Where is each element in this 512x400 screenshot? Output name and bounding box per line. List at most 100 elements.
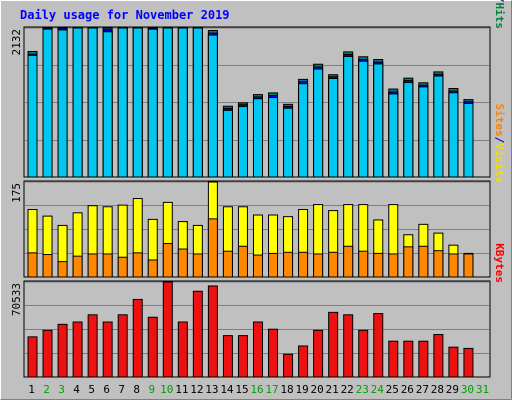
x-tick-label-18: 18 (280, 383, 293, 396)
x-tick-label-3: 3 (58, 383, 65, 396)
bar-kbytes-kbytes-15 (237, 335, 248, 378)
bar-kbytes-kbytes-23 (358, 329, 369, 378)
legend-item-visits-0: Sites (493, 104, 506, 137)
x-tick-label-12: 12 (190, 383, 203, 396)
bar-kbytes-kbytes-5 (87, 314, 98, 378)
bar-hits-pages-23 (358, 60, 369, 178)
bar-hits-pages-24 (373, 63, 384, 178)
bar-hits-pages-6 (102, 31, 113, 178)
bar-visits-sites-16 (252, 254, 263, 278)
x-tick-label-4: 4 (73, 383, 80, 396)
bar-hits-pages-29 (448, 92, 459, 178)
bar-kbytes-kbytes-26 (403, 340, 414, 378)
legend-item-visits-2: Visits (493, 143, 506, 183)
bar-visits-sites-7 (117, 256, 128, 278)
bar-kbytes-kbytes-17 (268, 328, 279, 378)
bar-hits-pages-1 (27, 54, 38, 178)
bar-visits-sites-14 (222, 250, 233, 278)
bar-hits-pages-30 (463, 102, 474, 178)
bar-hits-pages-12 (192, 27, 203, 178)
bar-visits-sites-24 (373, 252, 384, 278)
bar-kbytes-kbytes-11 (177, 321, 188, 378)
bar-hits-pages-16 (252, 98, 263, 178)
legend-visits: Sites/Visits (493, 104, 506, 184)
bar-kbytes-kbytes-2 (42, 329, 53, 378)
legend-kbytes: KBytes (493, 243, 506, 283)
bar-hits-pages-3 (57, 29, 68, 178)
bar-kbytes-kbytes-12 (192, 290, 203, 378)
x-tick-label-22: 22 (341, 383, 354, 396)
bar-hits-pages-28 (433, 75, 444, 178)
bar-kbytes-kbytes-3 (57, 323, 68, 378)
x-tick-label-7: 7 (118, 383, 125, 396)
bar-kbytes-kbytes-22 (343, 314, 354, 378)
bar-visits-sites-15 (237, 245, 248, 278)
x-tick-label-11: 11 (175, 383, 188, 396)
bar-visits-sites-9 (147, 259, 158, 278)
bar-hits-pages-21 (328, 78, 339, 178)
bar-kbytes-kbytes-1 (27, 336, 38, 378)
bar-kbytes-kbytes-29 (448, 346, 459, 378)
bar-visits-sites-22 (343, 245, 354, 278)
bar-visits-sites-21 (328, 251, 339, 278)
bar-kbytes-kbytes-28 (433, 334, 444, 378)
bar-kbytes-kbytes-4 (72, 321, 83, 378)
bar-visits-sites-17 (268, 252, 279, 278)
bar-hits-pages-4 (72, 27, 83, 178)
bar-visits-sites-1 (27, 252, 38, 278)
bar-hits-pages-10 (162, 27, 173, 178)
x-axis-labels: 1 2 3 4 5 6 7 8 9 10 11 12 13 14 15 16 17 18 19 20 21 22 23 24 2… (28, 383, 489, 396)
bar-hits-pages-2 (42, 28, 53, 178)
x-tick-label-14: 14 (220, 383, 234, 396)
bar-hits-pages-11 (177, 27, 188, 178)
bar-visits-sites-26 (403, 246, 414, 278)
bar-kbytes-kbytes-20 (313, 329, 324, 378)
bar-visits-sites-19 (298, 251, 309, 278)
bar-hits-pages-26 (403, 82, 414, 178)
bar-kbytes-kbytes-21 (328, 311, 339, 378)
x-tick-label-23: 23 (356, 383, 369, 396)
legend-item-visits-1: / (493, 137, 506, 144)
bar-hits-pages-20 (313, 68, 324, 178)
x-tick-label-25: 25 (386, 383, 399, 396)
chart-title: Daily usage for November 2019 (20, 8, 230, 22)
bar-hits-pages-19 (298, 83, 309, 178)
x-tick-label-16: 16 (250, 383, 263, 396)
bar-hits-pages-18 (283, 107, 294, 178)
bar-kbytes-kbytes-14 (222, 335, 233, 378)
bar-hits-pages-8 (132, 27, 143, 178)
bar-hits-pages-5 (87, 27, 98, 178)
x-tick-label-20: 20 (311, 383, 324, 396)
y-axis-max-label-kbytes: 70533 (10, 283, 23, 316)
bar-hits-pages-13 (207, 34, 218, 178)
bar-kbytes-kbytes-10 (162, 281, 173, 378)
chart-panels: 2132Pages/Files/Hits175Sites/Visits70533… (10, 0, 506, 378)
legend-item-hits-3: / (493, 0, 506, 3)
x-tick-label-10: 10 (160, 383, 173, 396)
bar-kbytes-kbytes-19 (298, 345, 309, 378)
x-tick-label-15: 15 (235, 383, 248, 396)
x-tick-label-24: 24 (371, 383, 385, 396)
bar-hits-pages-14 (222, 109, 233, 178)
x-tick-label-26: 26 (401, 383, 414, 396)
y-axis-max-label-hits: 2132 (10, 29, 23, 56)
x-tick-label-19: 19 (295, 383, 308, 396)
panel-visits: 175 Sites/Visits (10, 104, 506, 278)
x-tick-label-28: 28 (431, 383, 444, 396)
bar-kbytes-kbytes-16 (252, 321, 263, 378)
bar-kbytes-kbytes-18 (283, 353, 294, 378)
y-axis-max-label-visits: 175 (10, 183, 23, 203)
bar-hits-pages-9 (147, 28, 158, 178)
bar-visits-sites-27 (418, 245, 429, 278)
legend-item-kbytes-0: KBytes (493, 243, 506, 283)
bar-visits-sites-6 (102, 253, 113, 278)
bar-kbytes-kbytes-30 (463, 347, 474, 378)
bar-kbytes-kbytes-25 (388, 340, 399, 378)
panel-kbytes: 70533 KBytes (10, 243, 506, 378)
bar-visits-sites-3 (57, 261, 68, 278)
bar-kbytes-kbytes-8 (132, 298, 143, 378)
x-tick-label-13: 13 (205, 383, 218, 396)
bar-visits-sites-25 (388, 253, 399, 278)
bar-visits-sites-18 (283, 251, 294, 278)
